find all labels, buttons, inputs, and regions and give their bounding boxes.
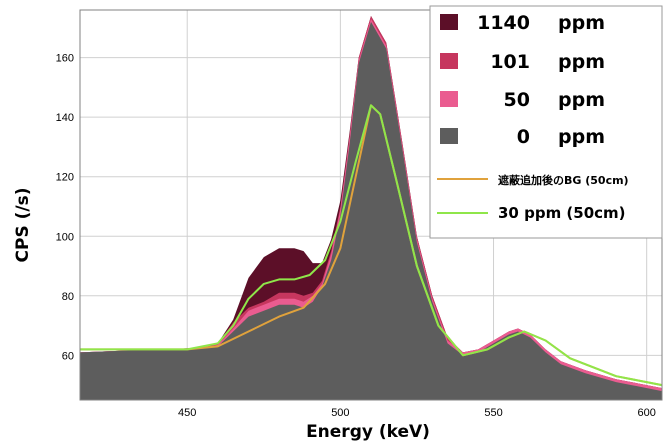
- legend-swatch: [440, 128, 458, 144]
- area-series-group: [80, 16, 662, 401]
- y-tick-label: 80: [62, 291, 74, 303]
- legend-label-unit: ppm: [558, 126, 605, 148]
- legend-label: 1140: [477, 12, 530, 34]
- line-series-group: [80, 104, 663, 387]
- legend-label: 101: [490, 51, 530, 73]
- area-series-0-ppm: [80, 21, 662, 401]
- legend-label: 0: [517, 126, 530, 148]
- y-axis-label: CPS (/s): [13, 188, 33, 263]
- y-tick-label: 160: [56, 53, 74, 65]
- legend-line-label: 30 ppm (50cm): [498, 204, 626, 222]
- legend-swatch: [440, 14, 458, 30]
- legend-swatch: [440, 91, 458, 107]
- legend-label-unit: ppm: [558, 12, 605, 34]
- legend-label-unit: ppm: [558, 89, 605, 111]
- x-axis-label: Energy (keV): [306, 422, 430, 442]
- y-tick-label: 120: [56, 172, 74, 184]
- x-tick-label: 550: [484, 407, 502, 419]
- x-tick-label: 600: [638, 407, 656, 419]
- y-tick-label: 60: [62, 350, 74, 362]
- legend-label: 50: [504, 89, 530, 111]
- line-series-2: [80, 104, 663, 387]
- x-tick-label: 450: [178, 407, 196, 419]
- legend-label-unit: ppm: [558, 51, 605, 73]
- y-tick-label: 100: [56, 231, 74, 243]
- legend-swatch: [440, 53, 458, 69]
- legend-line-label: 遮蔽追加後のBG (50cm): [498, 173, 629, 187]
- y-tick-label: 140: [56, 112, 74, 124]
- legend-box: [429, 5, 663, 239]
- legend: 1140 ppm 101 ppm 50 ppm 0 ppm 遮蔽追加後のBG (50cm) 30 …: [429, 5, 663, 239]
- x-tick-label: 500: [331, 407, 349, 419]
